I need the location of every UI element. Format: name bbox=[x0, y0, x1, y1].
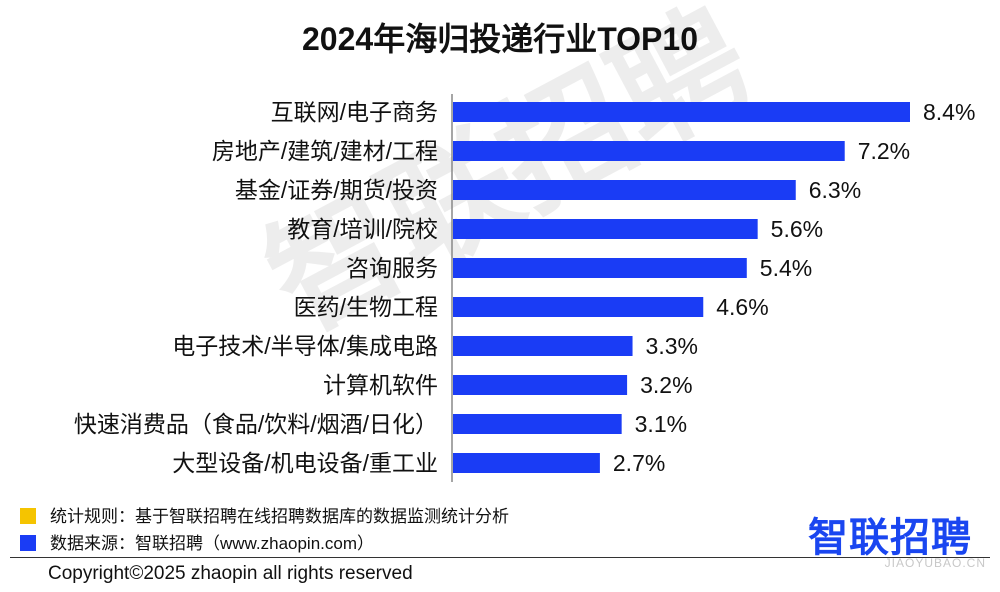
legend-text-source: 数据来源：智联招聘（www.zhaopin.com） bbox=[50, 534, 375, 553]
category-label: 大型设备/机电设备/重工业 bbox=[172, 450, 438, 476]
value-label: 5.4% bbox=[760, 255, 812, 281]
bar bbox=[453, 453, 600, 473]
category-label: 快速消费品（食品/饮料/烟酒/日化） bbox=[74, 411, 438, 437]
category-label: 房地产/建筑/建材/工程 bbox=[212, 138, 438, 164]
category-label: 基金/证券/期货/投资 bbox=[235, 177, 438, 203]
footer-divider bbox=[10, 557, 990, 558]
bar-chart: 互联网/电子商务 8.4% 房地产/建筑/建材/工程 7.2% 基金/证券/期货/投资 6… bbox=[74, 94, 975, 482]
bar bbox=[453, 258, 747, 278]
bar bbox=[453, 414, 622, 434]
corner-watermark: JIAOYUBAO.CN bbox=[884, 556, 986, 570]
bar bbox=[453, 375, 628, 395]
category-label: 咨询服务 bbox=[346, 255, 438, 281]
bar bbox=[453, 141, 845, 161]
category-label: 计算机软件 bbox=[323, 372, 438, 398]
value-label: 3.2% bbox=[640, 372, 692, 398]
bar bbox=[453, 180, 796, 200]
value-label: 4.6% bbox=[716, 294, 768, 320]
value-label: 2.7% bbox=[613, 450, 665, 476]
legend-item-rules: 统计规则：基于智联招聘在线招聘数据库的数据监测统计分析 bbox=[20, 502, 509, 527]
brand-logo: 智联招聘 bbox=[808, 516, 972, 560]
bar bbox=[453, 102, 910, 122]
value-label: 3.3% bbox=[646, 333, 698, 359]
value-label: 5.6% bbox=[771, 216, 823, 242]
value-label: 8.4% bbox=[923, 99, 975, 125]
legend-swatch-blue bbox=[20, 535, 36, 551]
value-label: 6.3% bbox=[809, 177, 861, 203]
legend-text-rules: 统计规则：基于智联招聘在线招聘数据库的数据监测统计分析 bbox=[50, 507, 509, 526]
legend-swatch-yellow bbox=[20, 508, 36, 524]
value-label: 3.1% bbox=[635, 411, 687, 437]
category-label: 教育/培训/院校 bbox=[287, 216, 438, 242]
chart-title: 2024年海归投递行业TOP10 bbox=[302, 21, 698, 57]
copyright-text: Copyright©2025 zhaopin all rights reserv… bbox=[48, 563, 413, 584]
legend-item-source: 数据来源：智联招聘（www.zhaopin.com） bbox=[20, 529, 374, 554]
category-label: 互联网/电子商务 bbox=[271, 99, 438, 125]
category-label: 电子技术/半导体/集成电路 bbox=[172, 333, 438, 359]
category-label: 医药/生物工程 bbox=[294, 294, 438, 320]
bar bbox=[453, 219, 758, 239]
bar bbox=[453, 297, 704, 317]
value-label: 7.2% bbox=[858, 138, 910, 164]
bar bbox=[453, 336, 633, 356]
